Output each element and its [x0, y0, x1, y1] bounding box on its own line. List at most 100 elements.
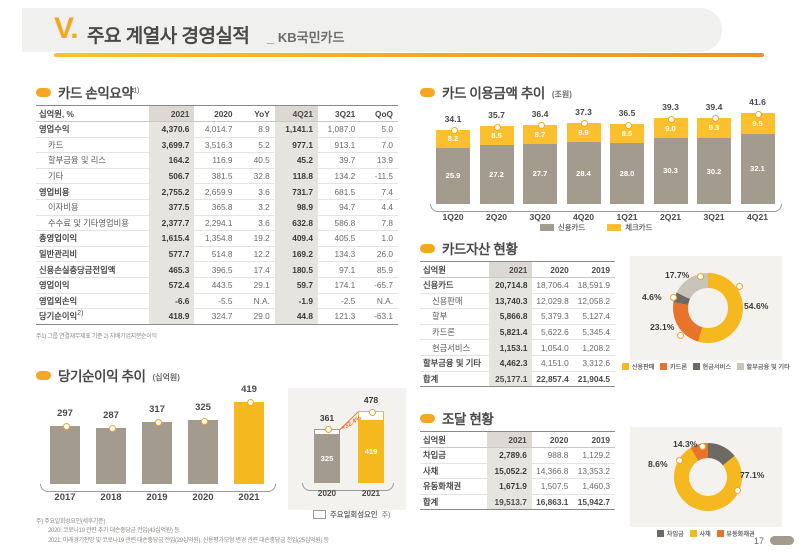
table-cell: 19.2 — [237, 230, 275, 247]
table-cell: 988.8 — [531, 447, 574, 464]
bar-top-marker-icon — [711, 115, 719, 123]
pl-summary-sup: 1) — [133, 87, 139, 95]
table-header-row: 십억원 2021 2020 2019 — [420, 261, 615, 278]
table-row: 할부금융 및 기타 4,462.3 4,151.0 3,312.6 — [420, 355, 615, 372]
table-header-row: 십억원, % 2021 2020 YoY 4Q21 3Q21 QoQ — [36, 105, 398, 122]
table-cell: 97.1 — [317, 261, 361, 278]
legend-item: 사채 — [689, 529, 711, 538]
legend-item: 신용카드 — [540, 222, 585, 233]
bar-total-label: 34.1 — [444, 113, 462, 124]
table-row: 기타 506.7 381.5 32.8 118.8 134.2 -11.5 — [36, 168, 398, 185]
table-cell: 324.7 — [194, 308, 238, 325]
table-cell: 443.5 — [194, 277, 238, 294]
table-row: 사채 15,052.2 14,366.8 13,353.2 — [420, 463, 615, 480]
column-header-label: 십억원 — [420, 431, 488, 448]
bar-segment-check-card: 8.5 — [610, 124, 644, 143]
table-row: 이자비용 377.5 365.8 3.2 98.9 94.7 4.4 — [36, 199, 398, 216]
table-cell: 409.4 — [274, 230, 318, 247]
bar-value-label: 317 — [149, 403, 165, 415]
bar-value-label: 325 — [320, 454, 334, 464]
bar-group: 8.7 27.7 — [523, 122, 557, 204]
table-body: 신용카드 20,714.8 18,706.4 18,591.9 신용판매 13,740.3… — [420, 277, 615, 388]
bar-total-label: 41.6 — [749, 97, 766, 108]
net-income-adjusted-chart: 325 361 419 478 +32.4% 2020 2021 — [288, 388, 406, 510]
bullet-icon — [420, 87, 435, 97]
table-cell: 8.9 — [237, 121, 275, 138]
x-axis-tick-label: 3Q20 — [529, 212, 551, 222]
header-background — [22, 8, 722, 52]
card-usage-legend: 신용카드 체크카드 — [540, 222, 652, 233]
donut-slice-marker-icon — [736, 283, 743, 290]
table-cell: 731.7 — [274, 183, 318, 200]
card-assets-table: 십억원 2021 2020 2019 신용카드 20,714.8 18,706.4 18,5… — [420, 261, 615, 388]
bar-top-marker-icon — [62, 423, 70, 431]
legend-label-sup: 주) — [381, 511, 391, 519]
bar-value-label: 9.3 — [708, 123, 720, 133]
row-label: 수수료 및 기타영업비용 — [36, 215, 149, 232]
bar-segment-check-card: 9.3 — [697, 117, 731, 139]
row-label-sup: 2) — [77, 310, 84, 318]
slide-footnotes: 주) 주요일회성요인(세후기준) 2020: 코로나19 관련 추가 대손충당금… — [36, 518, 329, 546]
bar-value-label: 419 — [241, 383, 257, 395]
table-cell: 396.5 — [194, 261, 238, 278]
bar-group: 8.5 28.0 — [610, 121, 644, 204]
bar-segment-base: 325 — [314, 434, 340, 483]
section-number: V. — [54, 12, 79, 45]
legend-swatch-icon — [540, 224, 554, 231]
bar-group: 9.5 32.1 — [740, 110, 775, 204]
table-cell: 3,516.3 — [194, 137, 238, 154]
x-axis-tick-label: 2021 — [238, 492, 260, 503]
section-title-funding: 조달 현황 — [420, 408, 494, 428]
bar-top-marker-icon — [624, 121, 632, 129]
table-cell: 7.8 — [360, 215, 398, 232]
table-cell: 3.2 — [237, 199, 275, 216]
table-row: 영업이익 572.4 443.5 29.1 59.7 174.1 -65.7 — [36, 277, 398, 294]
legend-label: 사채 — [699, 531, 711, 538]
donut-slice-label: 17.7% — [665, 270, 690, 280]
table-cell: 2,377.7 — [148, 215, 195, 232]
column-header-label: 십억원, % — [36, 105, 149, 122]
legend-label: 할부금융 및 기타 — [746, 364, 790, 371]
bar-segment-credit-card: 27.7 — [523, 143, 557, 204]
table-row: 영업비용 2,755.2 2,659.9 3.6 731.7 681.5 7.4 — [36, 183, 398, 200]
bar-top-marker-icon — [581, 120, 588, 128]
bar-value-label: 8.9 — [578, 127, 589, 137]
bar-value-label: 30.3 — [663, 166, 678, 176]
legend-label: 차입금 — [666, 531, 684, 538]
table-cell: 1,507.5 — [531, 478, 574, 495]
column-header: 4Q21 — [274, 105, 318, 122]
table-cell: -5.5 — [194, 293, 238, 310]
net-income-adjusted-legend: 주요일회성요인 주) — [313, 509, 390, 520]
table-cell: 5,866.8 — [488, 308, 533, 325]
x-axis-labels: 2017 2018 2019 2020 2021 — [38, 492, 278, 504]
bar-group: 8.5 27.2 — [479, 123, 514, 204]
table-cell: 4,462.3 — [488, 355, 533, 372]
bullet-icon — [420, 243, 435, 253]
table-cell: 586.8 — [317, 215, 361, 232]
row-label: 유동화채권 — [420, 478, 488, 495]
net-income-unit: (십억원) — [152, 372, 180, 382]
table-cell: 16,863.1 — [531, 493, 574, 511]
bar-segment-base: 419 — [358, 420, 384, 483]
row-label: 영업비용 — [36, 183, 149, 200]
bar-value-label: 28.4 — [576, 168, 591, 178]
bullet-icon — [36, 87, 51, 97]
table-header-row: 십억원 2021 2020 2019 — [420, 431, 615, 448]
card-assets-donut: 54.6% 23.1% 4.6% 17.7% — [630, 256, 782, 360]
row-label: 당기순이익2) — [36, 308, 149, 325]
table-cell: 45.2 — [274, 152, 318, 169]
donut-hole — [688, 457, 728, 497]
table-cell: -11.5 — [360, 168, 398, 185]
table-row: 수수료 및 기타영업비용 2,377.7 2,294.1 3.6 632.8 586.8 7… — [36, 215, 398, 232]
x-axis-tick-label: 4Q20 — [572, 212, 595, 222]
table-cell: 39.7 — [317, 152, 361, 169]
bar-group: 8.2 25.9 — [436, 127, 470, 204]
bar-segment-credit-card: 30.3 — [653, 137, 688, 204]
table-cell: 40.5 — [237, 152, 275, 169]
table-cell: 25,177.1 — [488, 370, 533, 388]
table-cell: 465.3 — [148, 261, 195, 278]
table-cell: 3.6 — [237, 215, 275, 232]
table-cell: 134.3 — [317, 246, 361, 263]
column-header: 2019 — [573, 431, 615, 448]
legend-swatch-icon — [607, 224, 622, 231]
